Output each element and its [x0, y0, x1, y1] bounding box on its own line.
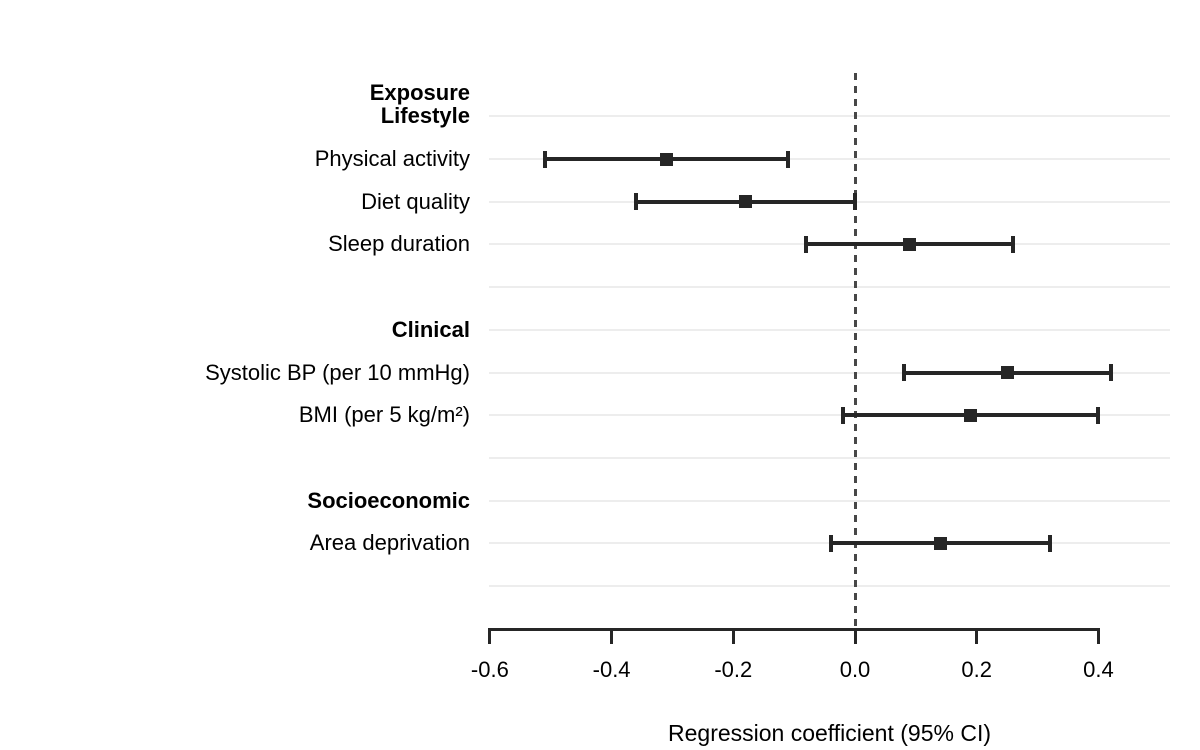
x-axis-tick	[853, 630, 857, 644]
zero-reference-line	[853, 73, 857, 630]
ci-cap-right	[1047, 534, 1052, 552]
point-estimate-marker	[903, 237, 917, 251]
x-axis-tick	[1096, 630, 1100, 644]
ci-cap-right	[1011, 235, 1016, 253]
gridline	[489, 115, 1170, 118]
gridline	[489, 328, 1170, 331]
group-label: Socioeconomic	[307, 487, 470, 513]
x-axis-tick-label: 0.0	[839, 657, 871, 682]
x-axis-tick-label: 0.2	[961, 657, 992, 682]
gridline	[489, 456, 1170, 459]
row-label: BMI (per 5 kg/m²)	[298, 402, 470, 428]
x-axis-tick	[610, 630, 614, 644]
point-estimate-marker	[659, 152, 673, 166]
ci-cap-right	[853, 193, 857, 211]
ci-cap-left	[840, 406, 845, 424]
gridline	[489, 585, 1170, 587]
x-axis-tick-label: 0.4	[1083, 657, 1114, 682]
ci-cap-left	[828, 534, 833, 552]
row-label: Diet quality	[361, 188, 470, 214]
gridline	[489, 158, 1170, 160]
group-label: Clinical	[391, 316, 470, 342]
row-label: Systolic BP (per 10 mmHg)	[205, 359, 470, 385]
gridline	[489, 371, 1170, 374]
point-estimate-marker	[1000, 366, 1014, 379]
x-axis-tick	[975, 630, 979, 644]
point-estimate-marker	[933, 536, 947, 550]
ci-cap-right	[786, 150, 791, 168]
x-axis-tick-label: -0.2	[714, 657, 753, 682]
row-label: Area deprivation	[309, 530, 470, 556]
ci-cap-left	[542, 150, 547, 168]
gridline	[489, 414, 1170, 417]
row-label: Physical activity	[314, 146, 470, 171]
x-axis-tick	[731, 630, 735, 644]
ci-cap-left	[804, 235, 809, 253]
gridline	[489, 499, 1170, 502]
row-label: Sleep duration	[328, 231, 470, 257]
gridline	[489, 286, 1170, 289]
point-estimate-marker	[964, 408, 978, 422]
exposure-column-header: Exposure	[369, 80, 470, 105]
x-axis-tick-label: -0.4	[592, 657, 631, 682]
ci-cap-left	[633, 193, 638, 211]
ci-cap-right	[1096, 406, 1101, 424]
ci-cap-right	[1108, 364, 1113, 381]
ci-cap-left	[901, 364, 906, 381]
x-axis-title: Regression coefficient (95% CI)	[668, 720, 991, 746]
x-axis-tick	[488, 630, 492, 644]
group-label: Lifestyle	[380, 103, 470, 129]
point-estimate-marker	[738, 195, 752, 209]
x-axis-tick-label: -0.6	[470, 657, 509, 682]
x-axis-line	[488, 628, 1100, 631]
